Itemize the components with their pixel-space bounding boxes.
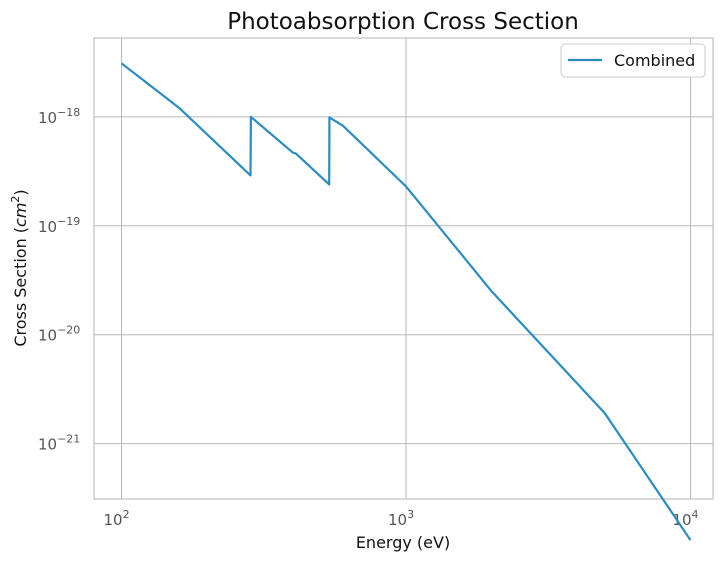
chart-title: Photoabsorption Cross Section — [227, 9, 579, 35]
x-axis-label: Energy (eV) — [356, 533, 450, 552]
y-tick-label: 10−18 — [38, 106, 80, 127]
series-group — [120, 62, 692, 541]
y-tick-label: 10−19 — [38, 215, 80, 236]
y-tick-label: 10−20 — [38, 324, 80, 345]
y-axis-label-unit: cm — [11, 203, 30, 227]
y-axis-label: Cross Section (cm2) — [9, 189, 30, 346]
legend-label: Combined — [614, 51, 695, 70]
x-tick-label: 104 — [672, 508, 698, 529]
y-tick-label: 10−21 — [38, 433, 80, 454]
x-tick-label: 102 — [104, 508, 130, 529]
series-line — [120, 62, 692, 541]
grid — [94, 38, 713, 499]
x-axis-ticks: 102 103 104 — [104, 508, 699, 529]
legend: Combined — [560, 43, 706, 78]
y-axis-label-suffix: ) — [11, 189, 30, 195]
y-axis-label-power: 2 — [9, 196, 22, 203]
legend-box — [560, 43, 706, 78]
y-axis-label-prefix: Cross Section ( — [11, 227, 30, 347]
y-axis-ticks: 10−18 10−19 10−20 10−21 — [38, 106, 80, 454]
x-tick-label: 103 — [388, 508, 414, 529]
plot-frame — [93, 37, 714, 500]
